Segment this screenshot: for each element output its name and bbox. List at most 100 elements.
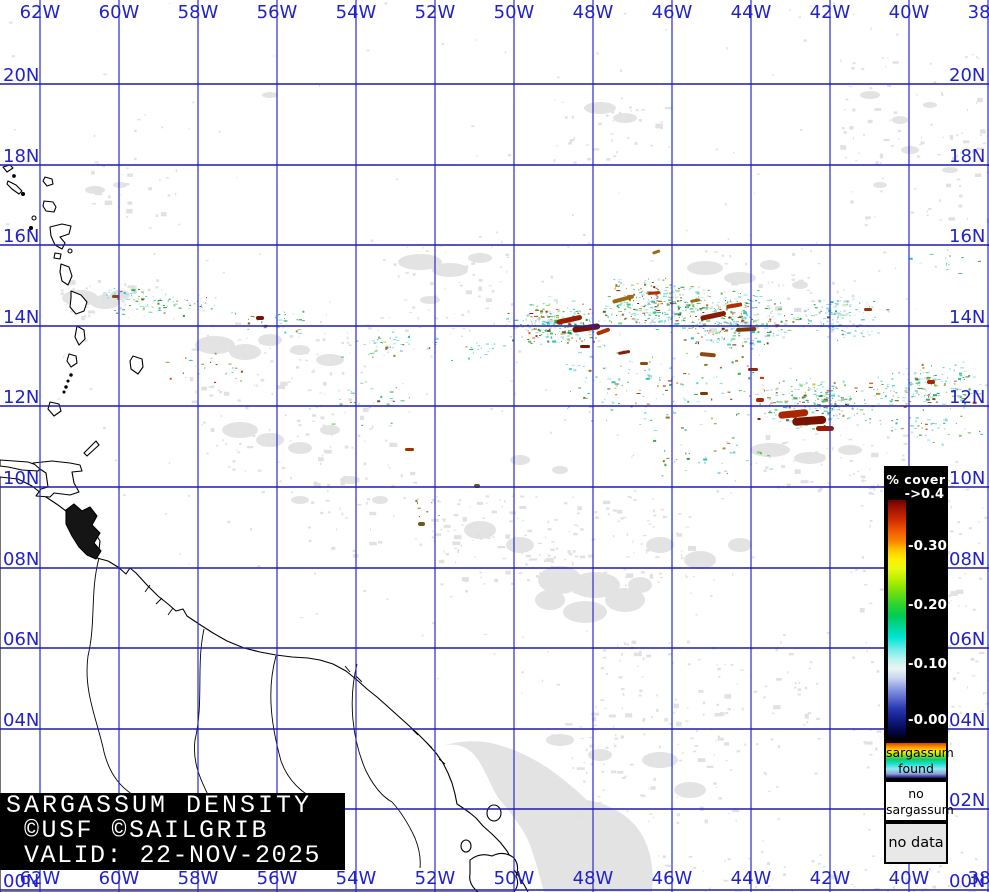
island-dominica — [59, 263, 73, 286]
no-data-layer — [5, 2, 989, 892]
lat-label-right-12N: 12N — [949, 387, 986, 408]
lon-label-bottom-58W: 58W — [177, 868, 219, 889]
legend-none-line2: sargassum — [886, 802, 954, 817]
lat-label-right-20N: 20N — [949, 65, 986, 86]
lon-label-top-38W: 38W — [967, 2, 989, 23]
valid-date: VALID: 22-NOV-2025 — [24, 843, 322, 868]
island-dot — [20, 191, 26, 197]
border-suriname-guiana — [270, 655, 323, 804]
lat-label-left-20N: 20N — [3, 65, 40, 86]
lon-label-bottom-60W: 60W — [98, 868, 140, 889]
island-desirade — [67, 248, 73, 254]
island-grenadine — [62, 390, 66, 394]
colorbar-title: % cover — [886, 472, 946, 487]
lon-label-top-42W: 42W — [809, 2, 851, 23]
island-st-martin — [42, 176, 54, 187]
legend-none-line1: no — [908, 786, 924, 801]
copyright: ©USF ©SAILGRIB — [24, 818, 270, 843]
map-title: SARGASSUM DENSITY — [6, 793, 313, 818]
lat-label-left-12N: 12N — [3, 387, 40, 408]
lon-label-bottom-38W: 38W — [967, 868, 989, 889]
lon-label-bottom-54W: 54W — [335, 868, 377, 889]
legend-no-data: no data — [884, 822, 948, 864]
island-guadeloupe — [49, 223, 72, 250]
lon-label-bottom-44W: 44W — [730, 868, 772, 889]
legend-no-sargassum: no sargassum — [884, 780, 954, 822]
info-box: SARGASSUM DENSITY ©USF ©SAILGRIB VALID: … — [0, 793, 345, 870]
island-st-vincent — [66, 353, 78, 368]
island-grenada — [47, 401, 62, 417]
lat-label-right-18N: 18N — [949, 146, 986, 167]
lat-label-left-10N: 10N — [3, 468, 40, 489]
lat-label-left-00N: 00N — [3, 871, 40, 892]
island-saba — [31, 215, 37, 221]
lon-label-bottom-50W: 50W — [493, 868, 535, 889]
colorbar-tick-000: -0.00 — [908, 712, 947, 728]
lat-label-left-16N: 16N — [3, 226, 40, 247]
island-grenadine — [66, 379, 70, 383]
lat-label-left-08N: 08N — [3, 549, 40, 570]
land-layer — [0, 164, 529, 892]
lat-label-right-02N: 02N — [949, 790, 986, 811]
lat-label-right-08N: 08N — [949, 549, 986, 570]
legend-sargassum-found: sargassum found — [884, 741, 954, 780]
island-tobago — [83, 440, 100, 457]
island-marie-galante — [53, 252, 62, 260]
lat-label-left-06N: 06N — [3, 629, 40, 650]
sargassum-layer — [103, 249, 988, 526]
lon-label-bottom-52W: 52W — [414, 868, 456, 889]
island-antigua — [42, 200, 57, 213]
lat-label-right-10N: 10N — [949, 468, 986, 489]
lat-label-left-18N: 18N — [3, 146, 40, 167]
lon-label-top-52W: 52W — [414, 2, 456, 23]
island-st-lucia — [74, 325, 86, 346]
colorbar-max-label: ->0.4 — [904, 487, 944, 502]
no-data-coastal-area-2 — [560, 798, 653, 892]
border-guiana-brazil — [351, 663, 421, 869]
island-grenadine — [69, 373, 73, 377]
border-venezuela-guyana — [86, 557, 139, 799]
coastal-river-ticks — [144, 584, 446, 765]
lon-label-top-50W: 50W — [493, 2, 535, 23]
lat-label-right-16N: 16N — [949, 226, 986, 247]
lon-label-top-62W: 62W — [19, 2, 61, 23]
island-dot — [28, 225, 34, 231]
border-guyana-suriname — [194, 628, 209, 796]
lon-label-bottom-40W: 40W — [888, 868, 930, 889]
lat-label-right-00N: 00N — [949, 871, 986, 892]
lat-label-left-14N: 14N — [3, 307, 40, 328]
lon-label-top-46W: 46W — [651, 2, 693, 23]
island-paria-peninsula — [0, 459, 43, 472]
lat-label-right-06N: 06N — [949, 629, 986, 650]
lon-label-top-54W: 54W — [335, 2, 377, 23]
island-martinique — [69, 290, 88, 315]
lon-label-top-44W: 44W — [730, 2, 772, 23]
island-amazon-mouth-1 — [486, 804, 502, 822]
lon-label-top-56W: 56W — [256, 2, 298, 23]
lon-label-bottom-42W: 42W — [809, 868, 851, 889]
island-grenadine — [64, 385, 68, 389]
lon-label-bottom-46W: 46W — [651, 868, 693, 889]
legend-found-line1: sargassum — [886, 745, 954, 760]
lat-label-right-04N: 04N — [949, 710, 986, 731]
lon-label-bottom-48W: 48W — [572, 868, 614, 889]
colorbar-tick-010: -0.10 — [908, 656, 947, 672]
orinoco-delta — [65, 503, 102, 560]
lon-label-bottom-56W: 56W — [256, 868, 298, 889]
island-amazon-mouth-2 — [460, 839, 472, 853]
lon-label-top-48W: 48W — [572, 2, 614, 23]
colorbar-tick-030: -0.30 — [908, 538, 947, 554]
island-barbados — [129, 355, 144, 375]
island-virgin-2 — [6, 180, 23, 195]
lon-label-top-58W: 58W — [177, 2, 219, 23]
lon-label-top-40W: 40W — [888, 2, 930, 23]
legend-no-data-label: no data — [888, 835, 944, 851]
colorbar-gradient — [888, 500, 906, 737]
lon-label-top-60W: 60W — [98, 2, 140, 23]
lon-label-bottom-62W: 62W — [19, 868, 61, 889]
lat-label-left-04N: 04N — [3, 710, 40, 731]
lat-label-right-14N: 14N — [949, 307, 986, 328]
colorbar: % cover ->0.4 -0.30 -0.20 -0.10 -0.00 — [884, 466, 948, 741]
